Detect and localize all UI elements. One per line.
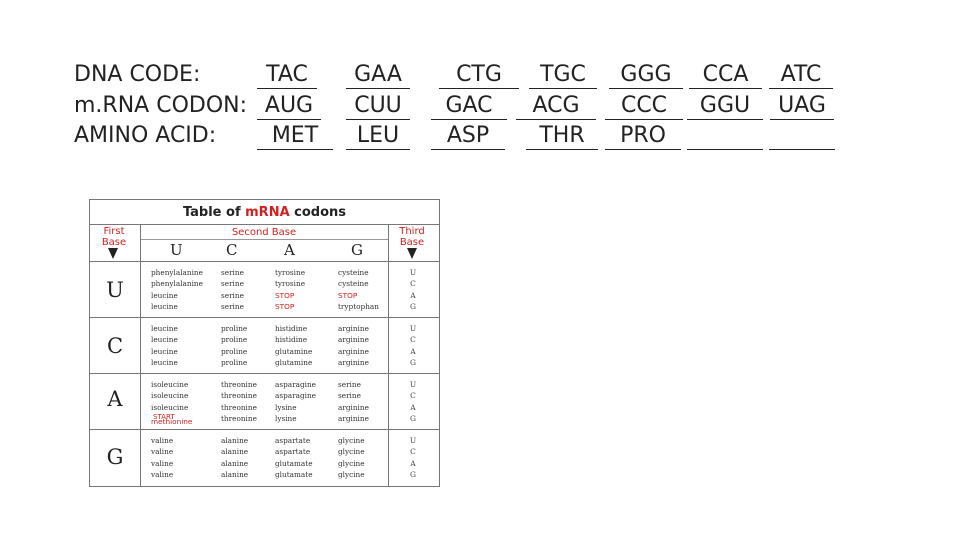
codon-column: aspartate aspartate glutamate glutamate (275, 436, 313, 479)
codon-column: leucine leucine leucine leucine (151, 324, 178, 367)
codon-column: glycine glycine glycine glycine (338, 436, 365, 479)
dna-blank-3[interactable]: CTG (439, 60, 519, 89)
table-divider (90, 261, 439, 262)
mrna-blank-3[interactable]: GAC (431, 91, 507, 120)
second-base-g: G (351, 241, 363, 259)
table-divider (90, 317, 439, 318)
second-base-label: Second Base (140, 227, 388, 240)
dna-blank-1[interactable]: TAC (257, 60, 317, 89)
first-base-label: First Base (101, 226, 127, 248)
codon-column: tyrosine tyrosine STOP STOP (275, 268, 306, 311)
mrna-blank-1[interactable]: AUG (257, 91, 321, 120)
mrna-blank-6[interactable]: GGU (687, 91, 763, 120)
table-divider (90, 373, 439, 374)
codon-table-title: Table of mRNA codons (90, 200, 439, 225)
first-base-arrow-icon (108, 248, 118, 259)
title-prefix: Table of (182, 205, 246, 220)
dna-blank-2[interactable]: GAA (346, 60, 410, 89)
codon-column: serine serine serine serine (221, 268, 244, 311)
codon-column: proline proline proline proline (221, 324, 248, 367)
mrna-codon-table: Table of mRNA codons First Base Second B… (89, 199, 440, 487)
methionine-label: methionine (151, 417, 193, 426)
third-base-arrow-icon (407, 248, 417, 259)
amino-blank-4[interactable]: THR (526, 121, 598, 150)
first-base-c: C (106, 334, 124, 358)
row-label-amino: AMINO ACID: (74, 123, 217, 148)
codon-column: arginine arginine arginine arginine (338, 324, 369, 367)
amino-blank-3[interactable]: ASP (431, 121, 505, 150)
codon-column: histidine histidine glutamine glutamine (275, 324, 313, 367)
amino-blank-6[interactable] (687, 121, 763, 150)
dna-blank-4[interactable]: TGC (529, 60, 597, 89)
codon-column: asparagine asparagine lysine lysine (275, 380, 316, 423)
dna-blank-5[interactable]: GGG (609, 60, 683, 89)
amino-blank-1[interactable]: MET (257, 121, 333, 150)
mrna-blank-5[interactable]: CCC (605, 91, 683, 120)
title-highlight: mRNA (245, 205, 290, 220)
codon-column: alanine alanine alanine alanine (221, 436, 249, 479)
dna-blank-7[interactable]: ATC (769, 60, 833, 89)
codon-column: serine serine arginine arginine (338, 380, 369, 423)
table-divider (388, 224, 389, 486)
amino-blank-7[interactable] (769, 121, 835, 150)
dna-blank-6[interactable]: CCA (689, 60, 762, 89)
table-divider (140, 224, 141, 486)
codon-column: isoleucine isoleucine isoleucine (151, 380, 189, 412)
codon-column: valine valine valine valine (151, 436, 174, 479)
table-divider (90, 429, 439, 430)
second-base-c: C (226, 241, 238, 259)
codon-column: phenylalanine phenylalanine leucine leucine (151, 268, 203, 311)
first-base-u: U (106, 278, 124, 302)
mrna-blank-2[interactable]: CUU (346, 91, 410, 120)
mrna-blank-4[interactable]: ACG (516, 91, 596, 120)
row-label-dna: DNA CODE: (74, 62, 201, 87)
mrna-blank-7[interactable]: UAG (770, 91, 834, 120)
amino-blank-5[interactable]: PRO (605, 121, 681, 150)
second-base-u: U (170, 241, 183, 259)
first-base-g: G (106, 445, 124, 469)
row-label-mrna: m.RNA CODON: (74, 93, 248, 118)
start-label: START (153, 413, 175, 421)
third-base-label: Third Base (399, 226, 425, 248)
first-base-a: A (107, 387, 123, 411)
second-base-a: A (284, 241, 295, 259)
title-suffix: codons (289, 205, 347, 220)
codon-column: threonine threonine threonine threonine (221, 380, 257, 423)
codon-column: cysteine cysteine STOP tryptophan (338, 268, 379, 311)
amino-blank-2[interactable]: LEU (346, 121, 410, 150)
